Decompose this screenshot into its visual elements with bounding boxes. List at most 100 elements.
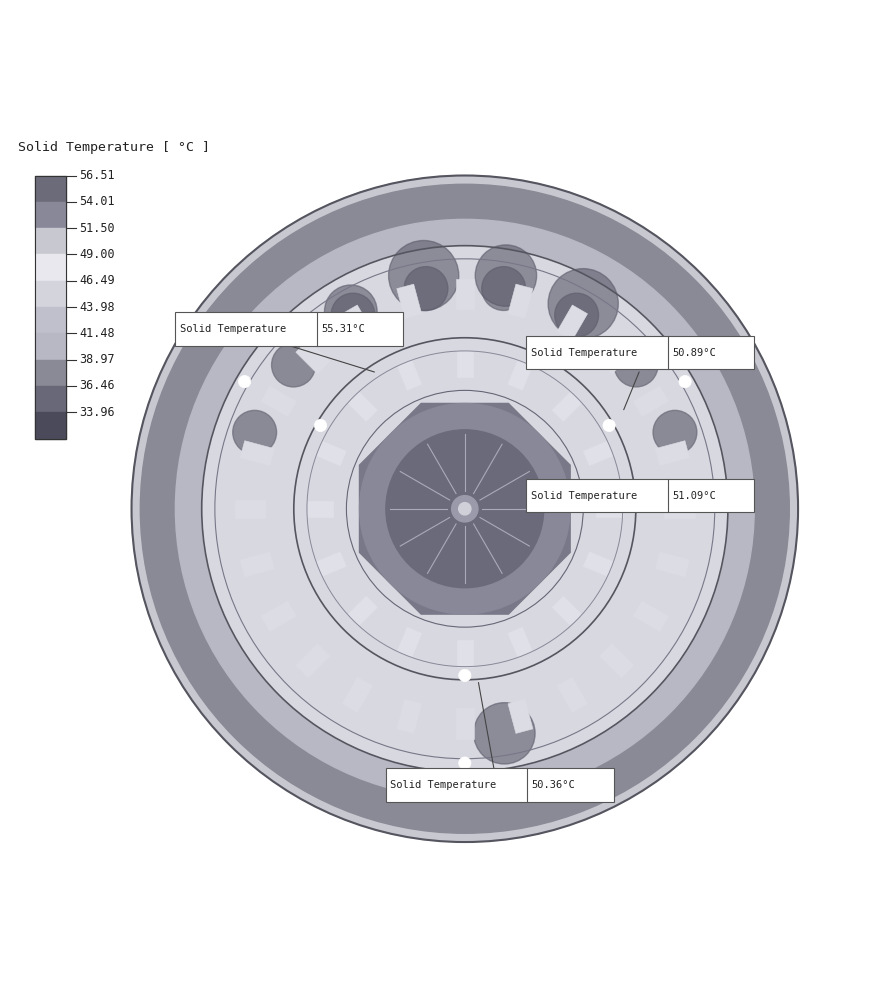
Circle shape: [679, 375, 691, 388]
Circle shape: [314, 419, 326, 432]
Text: 43.98: 43.98: [79, 301, 115, 314]
FancyBboxPatch shape: [508, 627, 532, 658]
FancyBboxPatch shape: [316, 552, 346, 576]
Circle shape: [132, 176, 798, 842]
Circle shape: [389, 240, 459, 311]
Circle shape: [475, 245, 537, 306]
FancyBboxPatch shape: [307, 501, 333, 517]
Circle shape: [459, 757, 471, 769]
Text: 33.96: 33.96: [79, 406, 115, 419]
Bar: [35, 412, 66, 439]
Bar: [175, 312, 403, 346]
FancyBboxPatch shape: [296, 644, 330, 678]
FancyBboxPatch shape: [583, 552, 614, 576]
FancyBboxPatch shape: [396, 284, 422, 318]
Bar: [35, 386, 66, 412]
FancyBboxPatch shape: [240, 441, 275, 466]
FancyBboxPatch shape: [235, 500, 266, 518]
Text: 51.50: 51.50: [79, 222, 115, 235]
Circle shape: [653, 410, 697, 454]
Bar: [35, 333, 66, 360]
FancyBboxPatch shape: [342, 677, 373, 713]
Text: 36.46: 36.46: [79, 379, 115, 392]
FancyBboxPatch shape: [261, 601, 296, 631]
Text: 56.51: 56.51: [79, 169, 115, 182]
Circle shape: [239, 375, 251, 388]
Text: Solid Temperature: Solid Temperature: [531, 491, 637, 501]
FancyBboxPatch shape: [397, 360, 422, 390]
Bar: [35, 307, 66, 333]
Circle shape: [603, 419, 616, 432]
FancyBboxPatch shape: [596, 501, 623, 517]
Bar: [35, 202, 66, 228]
FancyBboxPatch shape: [347, 596, 377, 626]
Circle shape: [324, 285, 377, 338]
FancyBboxPatch shape: [553, 596, 582, 626]
Text: 50.89°C: 50.89°C: [672, 348, 716, 358]
Circle shape: [459, 503, 471, 515]
FancyBboxPatch shape: [583, 441, 614, 466]
FancyBboxPatch shape: [655, 552, 689, 577]
FancyBboxPatch shape: [457, 640, 473, 667]
FancyBboxPatch shape: [508, 360, 532, 390]
Circle shape: [404, 267, 448, 310]
Circle shape: [614, 343, 658, 387]
Bar: [35, 176, 66, 439]
Circle shape: [452, 496, 478, 522]
Circle shape: [175, 219, 754, 798]
FancyBboxPatch shape: [296, 340, 330, 374]
FancyBboxPatch shape: [557, 677, 588, 713]
Bar: [526, 336, 754, 369]
FancyBboxPatch shape: [557, 305, 588, 340]
Circle shape: [481, 267, 525, 310]
Bar: [35, 176, 66, 202]
Circle shape: [386, 430, 544, 588]
Circle shape: [360, 404, 570, 614]
FancyBboxPatch shape: [633, 386, 668, 417]
FancyBboxPatch shape: [508, 284, 533, 318]
Bar: [386, 768, 614, 802]
FancyBboxPatch shape: [261, 386, 296, 417]
FancyBboxPatch shape: [633, 601, 668, 631]
Text: Solid Temperature: Solid Temperature: [531, 348, 637, 358]
Text: Solid Temperature: Solid Temperature: [390, 780, 496, 790]
Text: 50.36°C: 50.36°C: [531, 780, 575, 790]
Bar: [35, 281, 66, 307]
FancyBboxPatch shape: [553, 392, 582, 421]
Text: 41.48: 41.48: [79, 327, 115, 340]
Bar: [35, 360, 66, 386]
FancyBboxPatch shape: [240, 552, 275, 577]
Bar: [35, 254, 66, 281]
FancyBboxPatch shape: [342, 305, 373, 340]
Circle shape: [140, 184, 789, 833]
Text: Solid Temperature: Solid Temperature: [180, 324, 286, 334]
FancyBboxPatch shape: [665, 500, 695, 518]
FancyBboxPatch shape: [456, 708, 474, 739]
Circle shape: [202, 246, 728, 772]
FancyBboxPatch shape: [600, 340, 634, 374]
Text: 46.49: 46.49: [79, 274, 115, 287]
FancyBboxPatch shape: [457, 351, 473, 377]
Bar: [35, 228, 66, 254]
Circle shape: [548, 269, 618, 339]
Circle shape: [459, 669, 471, 682]
Circle shape: [272, 343, 316, 387]
FancyBboxPatch shape: [397, 627, 422, 658]
Text: 51.09°C: 51.09°C: [672, 491, 716, 501]
Circle shape: [474, 703, 535, 764]
Circle shape: [555, 293, 598, 337]
FancyBboxPatch shape: [316, 441, 346, 466]
Text: 54.01: 54.01: [79, 195, 115, 208]
FancyBboxPatch shape: [456, 279, 474, 309]
FancyBboxPatch shape: [655, 441, 689, 466]
Text: 38.97: 38.97: [79, 353, 115, 366]
FancyBboxPatch shape: [347, 392, 377, 421]
FancyBboxPatch shape: [396, 699, 422, 733]
FancyBboxPatch shape: [600, 644, 634, 678]
Bar: [526, 479, 754, 512]
Circle shape: [232, 410, 276, 454]
FancyBboxPatch shape: [508, 699, 533, 733]
Text: 55.31°C: 55.31°C: [321, 324, 365, 334]
Circle shape: [332, 293, 375, 337]
Text: 49.00: 49.00: [79, 248, 115, 261]
